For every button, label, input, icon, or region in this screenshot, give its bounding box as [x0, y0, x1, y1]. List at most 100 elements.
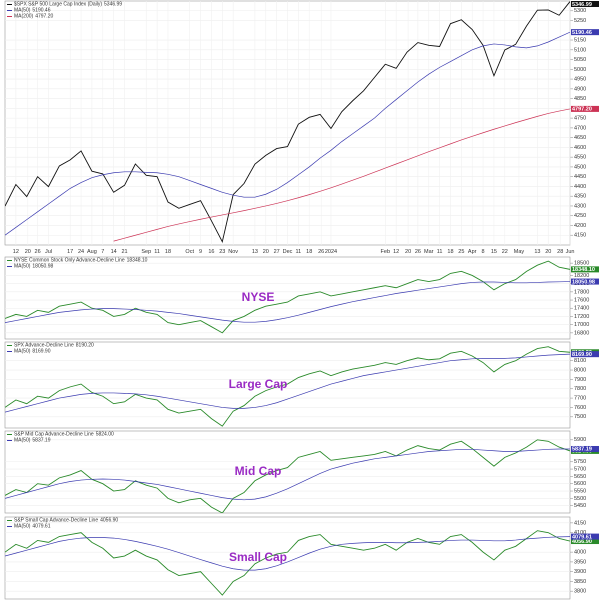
y-tick-label: 8100: [574, 358, 586, 364]
x-tick-label: 18: [165, 249, 171, 255]
value-tag: [571, 1, 599, 7]
y-tick-label: 4700: [574, 125, 586, 131]
value-tag: [571, 533, 599, 540]
x-tick-label: 24: [78, 249, 84, 255]
x-tick-label: 21: [121, 249, 127, 255]
x-tick-label: 8: [482, 249, 485, 255]
legend-entry: S&P Small Cap Advance-Decline Line 4056.9…: [14, 518, 118, 524]
x-tick-label: 11: [296, 249, 302, 255]
legend-entry: MA(200) 4797.20: [14, 14, 53, 20]
y-tick-label: 4950: [574, 77, 586, 83]
x-tick-label: 27: [274, 249, 280, 255]
x-tick-label: 9: [199, 249, 202, 255]
series-line: [5, 353, 570, 413]
y-tick-label: 5600: [574, 481, 586, 487]
value-tag-label: 18348.10: [572, 267, 595, 273]
legend-value: 4079.61: [32, 524, 50, 530]
value-tag-label: 5837.19: [572, 447, 592, 453]
x-tick-label: 14: [111, 249, 117, 255]
y-tick-label: 4250: [574, 213, 586, 219]
value-tag-label: 8169.90: [572, 352, 592, 358]
y-tick-label: 5550: [574, 488, 586, 494]
y-tick-label: 4200: [574, 223, 586, 229]
y-tick-label: 4000: [574, 550, 586, 556]
x-tick-label: Apr: [468, 249, 477, 255]
legend-entry: S&P Mid Cap Advance-Decline Line 5824.00: [14, 432, 114, 438]
legend-entry: NYSE Common Stock Only Advance-Decline L…: [14, 258, 148, 264]
x-tick-label: 20: [263, 249, 269, 255]
x-tick-label: 11: [437, 249, 443, 255]
series-line: [5, 448, 570, 501]
value-tag-label: 4056.90: [572, 539, 592, 545]
y-tick-label: 7900: [574, 377, 586, 383]
legend-name: S&P Small Cap Advance-Decline Line: [14, 518, 98, 524]
y-tick-label: 7800: [574, 386, 586, 392]
legend-entry: $SPX S&P 500 Large Cap Index (Daily) 5346…: [14, 2, 122, 8]
y-tick-label: 5500: [574, 496, 586, 502]
legend-value: 18050.98: [32, 264, 53, 270]
series-line: [5, 536, 570, 571]
y-tick-label: 17600: [574, 298, 589, 304]
x-tick-label: Aug: [87, 249, 97, 255]
y-tick-label: 7700: [574, 396, 586, 402]
x-tick-label: Dec: [283, 249, 293, 255]
x-tick-label: 11: [154, 249, 160, 255]
panel-label: NYSE: [242, 290, 275, 304]
x-tick-label: 7: [101, 249, 104, 255]
value-tag-label: 4079.61: [572, 534, 592, 540]
panel-label: Small Cap: [229, 550, 287, 564]
y-tick-label: 5100: [574, 47, 586, 53]
panel-label: Large Cap: [229, 377, 288, 391]
legend-value: 5824.00: [96, 432, 114, 438]
x-tick-label: Jul: [45, 249, 52, 255]
legend-name: MA(50): [14, 264, 31, 270]
y-tick-label: 5300: [574, 8, 586, 14]
legend-value: 4056.90: [100, 518, 118, 524]
x-tick-label: 20: [405, 249, 411, 255]
y-tick-label: 4400: [574, 184, 586, 190]
x-tick-label: Feb: [381, 249, 390, 255]
x-tick-label: Oct: [185, 249, 194, 255]
legend-entry: MA(50) 8169.90: [14, 349, 51, 355]
x-tick-label: 20: [25, 249, 31, 255]
x-tick-label: 22: [502, 249, 508, 255]
y-tick-label: 4100: [574, 530, 586, 536]
legend-name: MA(50): [14, 524, 31, 530]
x-tick-label: May: [514, 249, 525, 255]
legend-name: SPX Advance-Decline Line: [14, 343, 74, 349]
value-tag-label: 5190.46: [572, 30, 592, 36]
y-tick-label: 4600: [574, 145, 586, 151]
x-tick-label: 15: [491, 249, 497, 255]
series-line: [5, 439, 570, 513]
legend-value: 5346.99: [104, 2, 122, 8]
value-tag: [571, 445, 599, 452]
value-tag-label: 4797.20: [572, 107, 592, 113]
series-line: [5, 530, 570, 596]
y-tick-label: 8000: [574, 367, 586, 373]
y-tick-label: 4850: [574, 96, 586, 102]
y-tick-label: 5700: [574, 467, 586, 473]
y-tick-label: 5150: [574, 37, 586, 43]
series-line: [5, 281, 570, 323]
x-tick-label: 25: [458, 249, 464, 255]
legend-name: MA(50): [14, 8, 31, 14]
x-tick-label: Jun: [566, 249, 575, 255]
y-tick-label: 7600: [574, 405, 586, 411]
value-tag-label: 18050.98: [572, 279, 595, 285]
y-tick-label: 4650: [574, 135, 586, 141]
series-line: [5, 1, 570, 243]
panel-frame: [4, 516, 571, 600]
x-tick-label: 12: [13, 249, 19, 255]
legend-name: MA(50): [14, 349, 31, 355]
value-tag: [571, 351, 599, 358]
y-tick-label: 3850: [574, 579, 586, 585]
value-tag: [571, 29, 599, 36]
x-tick-label: 2024: [325, 249, 337, 255]
y-tick-label: 7500: [574, 414, 586, 420]
y-tick-label: 3900: [574, 569, 586, 575]
legend-name: MA(200): [14, 14, 34, 20]
y-tick-label: 4350: [574, 194, 586, 200]
y-tick-label: 4150: [574, 520, 586, 526]
panel-frame: [4, 430, 571, 514]
legend-value: 4797.20: [35, 14, 53, 20]
